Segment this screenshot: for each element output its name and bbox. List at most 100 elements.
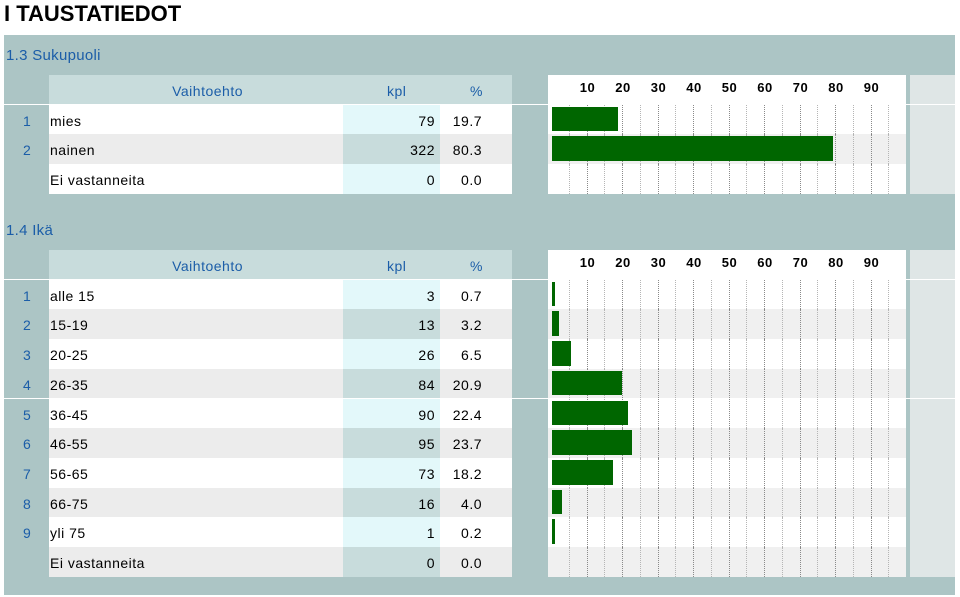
grid-line xyxy=(764,279,765,310)
grid-line xyxy=(622,517,623,547)
grid-minor-line xyxy=(888,164,890,194)
grid-minor-line xyxy=(888,517,890,547)
count-value: 95 xyxy=(343,428,440,458)
grid-line xyxy=(728,457,730,488)
percent-bar xyxy=(552,281,555,307)
grid-line xyxy=(870,134,872,165)
section-header: 1.3 Sukupuoli xyxy=(4,35,955,75)
percent-value: 19.7 xyxy=(440,104,512,135)
grid-line xyxy=(870,279,872,310)
grid-minor-line xyxy=(746,487,748,518)
grid-line xyxy=(657,398,659,429)
right-frame-inner xyxy=(910,547,955,577)
section-footer xyxy=(4,193,955,212)
grid-minor-line xyxy=(675,457,677,488)
row-index xyxy=(4,547,49,577)
grid-line xyxy=(870,368,872,399)
grid-line xyxy=(835,104,836,135)
grid-minor-line xyxy=(746,517,748,547)
grid-minor-line xyxy=(675,339,677,369)
grid-minor-line xyxy=(746,457,748,488)
grid-minor-line xyxy=(639,368,641,399)
index-cell xyxy=(4,75,49,104)
grid-minor-line xyxy=(852,428,854,458)
grid-minor-line xyxy=(710,547,712,577)
grid-line xyxy=(693,279,694,310)
count-value: 3 xyxy=(343,279,440,310)
grid-minor-line xyxy=(675,279,677,310)
right-frame-cell xyxy=(906,134,955,165)
spacer-cell xyxy=(512,279,548,310)
grid-line xyxy=(728,547,730,577)
count-value: 13 xyxy=(343,309,440,340)
option-label: 56-65 xyxy=(49,457,343,488)
bar-chart-cell xyxy=(548,428,906,458)
grid-minor-line xyxy=(568,517,570,547)
grid-line xyxy=(870,457,872,488)
grid-minor-line xyxy=(568,279,570,310)
grid-minor-line xyxy=(781,309,783,340)
option-label: 46-55 xyxy=(49,428,343,458)
scale-tick-label: 20 xyxy=(615,80,631,95)
grid-line xyxy=(764,517,765,547)
grid-line xyxy=(657,309,659,340)
row-index: 4 xyxy=(4,368,49,399)
option-label: Ei vastanneita xyxy=(49,164,343,194)
percent-bar xyxy=(552,106,618,132)
grid-minor-line xyxy=(710,428,712,458)
grid-minor-line xyxy=(710,457,712,488)
grid-minor-line xyxy=(675,547,677,577)
column-header-count: kpl xyxy=(343,250,440,279)
option-label: 66-75 xyxy=(49,487,343,518)
row-index: 1 xyxy=(4,104,49,135)
page-title: I TAUSTATIEDOT xyxy=(4,1,182,26)
grid-line xyxy=(693,339,694,369)
option-label: 36-45 xyxy=(49,398,343,429)
grid-minor-line xyxy=(710,104,712,135)
grid-line xyxy=(586,487,588,518)
bar-chart-cell xyxy=(548,368,906,399)
grid-minor-line xyxy=(852,487,854,518)
grid-line xyxy=(799,368,801,399)
grid-minor-line xyxy=(639,339,641,369)
grid-line xyxy=(764,104,765,135)
spacer-cell xyxy=(512,164,548,194)
grid-line xyxy=(728,487,730,518)
grid-line xyxy=(764,309,765,340)
percent-bar xyxy=(552,400,628,426)
grid-minor-line xyxy=(817,368,819,399)
index-cell xyxy=(4,250,49,279)
percent-value: 18.2 xyxy=(440,457,512,488)
option-label: 20-25 xyxy=(49,339,343,369)
grid-line xyxy=(764,428,765,458)
option-label: nainen xyxy=(49,134,343,165)
grid-line xyxy=(622,339,623,369)
spacer-cell xyxy=(512,398,548,429)
grid-minor-line xyxy=(639,398,641,429)
grid-line xyxy=(799,309,801,340)
grid-line xyxy=(870,547,872,577)
grid-line xyxy=(622,547,623,577)
grid-line xyxy=(799,457,801,488)
grid-line xyxy=(870,428,872,458)
bar-chart-cell xyxy=(548,279,906,310)
option-label: Ei vastanneita xyxy=(49,547,343,577)
bar-chart-cell xyxy=(548,487,906,518)
grid-minor-line xyxy=(675,164,677,194)
grid-minor-line xyxy=(852,368,854,399)
grid-minor-line xyxy=(639,279,641,310)
grid-minor-line xyxy=(710,309,712,340)
grid-minor-line xyxy=(852,398,854,429)
grid-minor-line xyxy=(781,547,783,577)
grid-minor-line xyxy=(888,309,890,340)
grid-line xyxy=(728,164,730,194)
right-frame-inner xyxy=(910,517,955,547)
scale-tick-label: 40 xyxy=(686,80,702,95)
percent-value: 0.0 xyxy=(440,547,512,577)
grid-minor-line xyxy=(746,428,748,458)
scale-tick-label: 70 xyxy=(792,80,809,95)
grid-minor-line xyxy=(817,547,819,577)
grid-minor-line xyxy=(852,457,854,488)
question-section: 1.3 Sukupuoli Vaihtoehto kpl% 10 20 30 40 50 60 7… xyxy=(4,35,955,194)
right-frame-cell xyxy=(906,250,955,279)
